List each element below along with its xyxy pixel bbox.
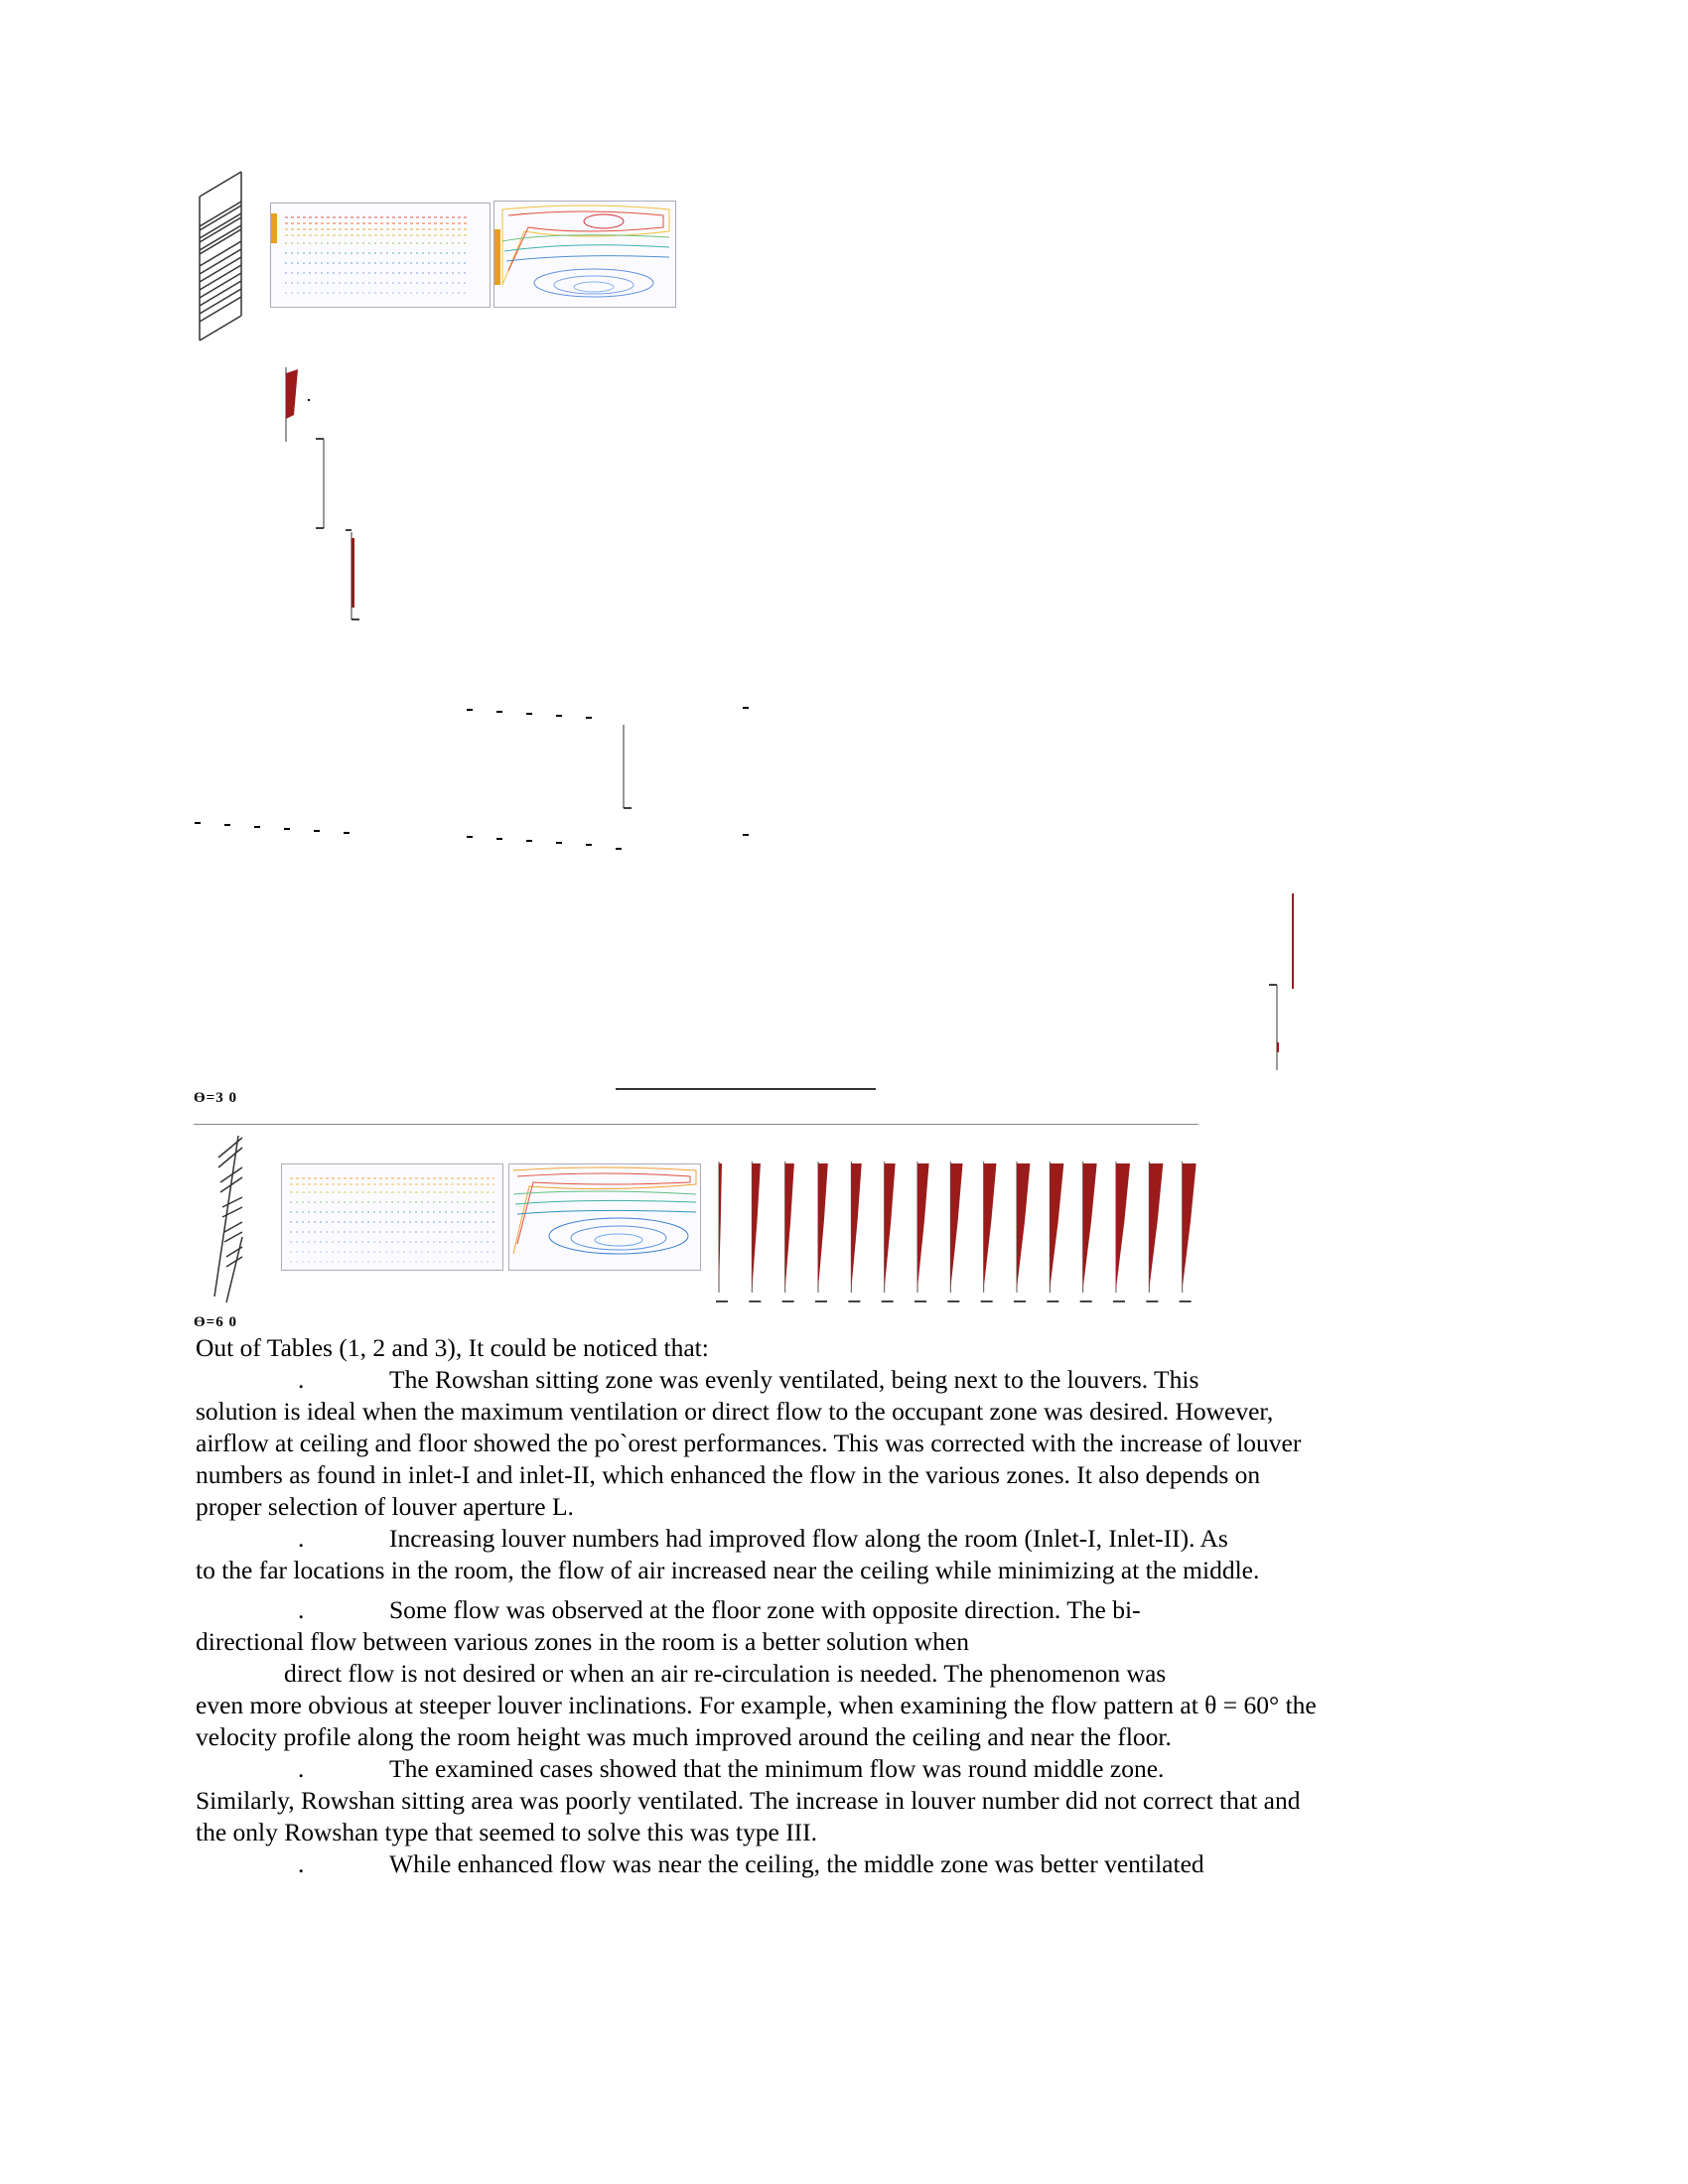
bullet-1: . The Rowshan sitting zone was evenly ven… [196,1364,1328,1396]
contour-panel-60 [508,1163,701,1271]
bullet-3: . Some flow was observed at the floor zon… [196,1594,1328,1626]
velocity-profile-fragment-5 [1292,893,1294,989]
velocity-profile [781,1161,794,1302]
louver-diagram-icon [199,171,242,341]
velocity-profile [1179,1161,1196,1302]
velocity-profile [1113,1161,1130,1302]
velocity-profiles-row [716,1161,1196,1302]
bullet-mark: . [298,1849,305,1878]
velocity-profile-fragment-4 [623,725,632,809]
velocity-profile [1014,1161,1031,1302]
bullet-1-first-line: The Rowshan sitting zone was evenly vent… [389,1365,1199,1394]
bullet-1-continued: solution is ideal when the maximum venti… [196,1397,1302,1521]
theta-label-30: Ө=3 0 [194,1090,237,1106]
velocity-profile [815,1161,828,1302]
velocity-profile-fragment-3 [346,529,359,620]
bullet-mark: . [298,1595,305,1624]
louver-diagram-60-icon [213,1135,243,1303]
velocity-profile [749,1161,762,1302]
bullet-mark: . [298,1754,305,1783]
bullet-2: . Increasing louver numbers had improved … [196,1523,1328,1555]
velocity-profile-fragment-2 [316,438,325,529]
velocity-profile [1079,1161,1097,1302]
velocity-profile [1146,1161,1164,1302]
axis-tick-row-2 [195,822,350,834]
velocity-profile [881,1161,896,1302]
figure-theta-30: Ө=3 0 [194,171,1294,1106]
velocity-profile [848,1161,862,1302]
intro-sentence: Out of Tables (1, 2 and 3), It could be … [196,1333,709,1362]
contour-panel [493,201,676,308]
velocity-vector-panel-60 [281,1163,503,1271]
velocity-profile-fragment-1 [285,367,310,442]
body-text: Out of Tables (1, 2 and 3), It could be … [196,1332,1328,1880]
velocity-profile [947,1161,963,1302]
velocity-profile [716,1161,728,1302]
bullet-2-first-line: Increasing louver numbers had improved f… [389,1524,1228,1553]
bullet-4: . The examined cases showed that the mini… [196,1753,1328,1785]
bullet-3-line-3: direct flow is not desired or when an ai… [284,1659,1167,1688]
velocity-profile [914,1161,929,1302]
bullet-mark: . [298,1524,305,1553]
velocity-vector-panel [270,203,491,308]
bullet-5: . While enhanced flow was near the ceilin… [196,1848,1328,1880]
velocity-profile [980,1161,997,1302]
bullet-4-first-line: The examined cases showed that the minim… [389,1754,1165,1783]
axis-tick-row-1 [467,707,749,719]
figure-rule-short [616,1088,876,1090]
bullet-3-first-line: Some flow was observed at the floor zone… [389,1595,1141,1624]
bullet-2-continued: to the far locations in the room, the fl… [196,1556,1260,1584]
theta-label-60: Ө=6 0 [194,1314,237,1330]
velocity-profile [1047,1161,1064,1302]
axis-tick-row-3 [467,834,749,850]
bullet-4-continued: Similarly, Rowshan sitting area was poor… [196,1786,1301,1846]
velocity-profile-fragment-6 [1269,984,1279,1070]
bullet-3-line-2: directional flow between various zones i… [196,1627,969,1656]
bullet-5-first-line: While enhanced flow was near the ceiling… [389,1849,1204,1878]
bullet-3-continued: even more obvious at steeper louver incl… [196,1691,1317,1751]
bullet-mark: . [298,1365,305,1394]
figure-rule-long [194,1124,1198,1125]
